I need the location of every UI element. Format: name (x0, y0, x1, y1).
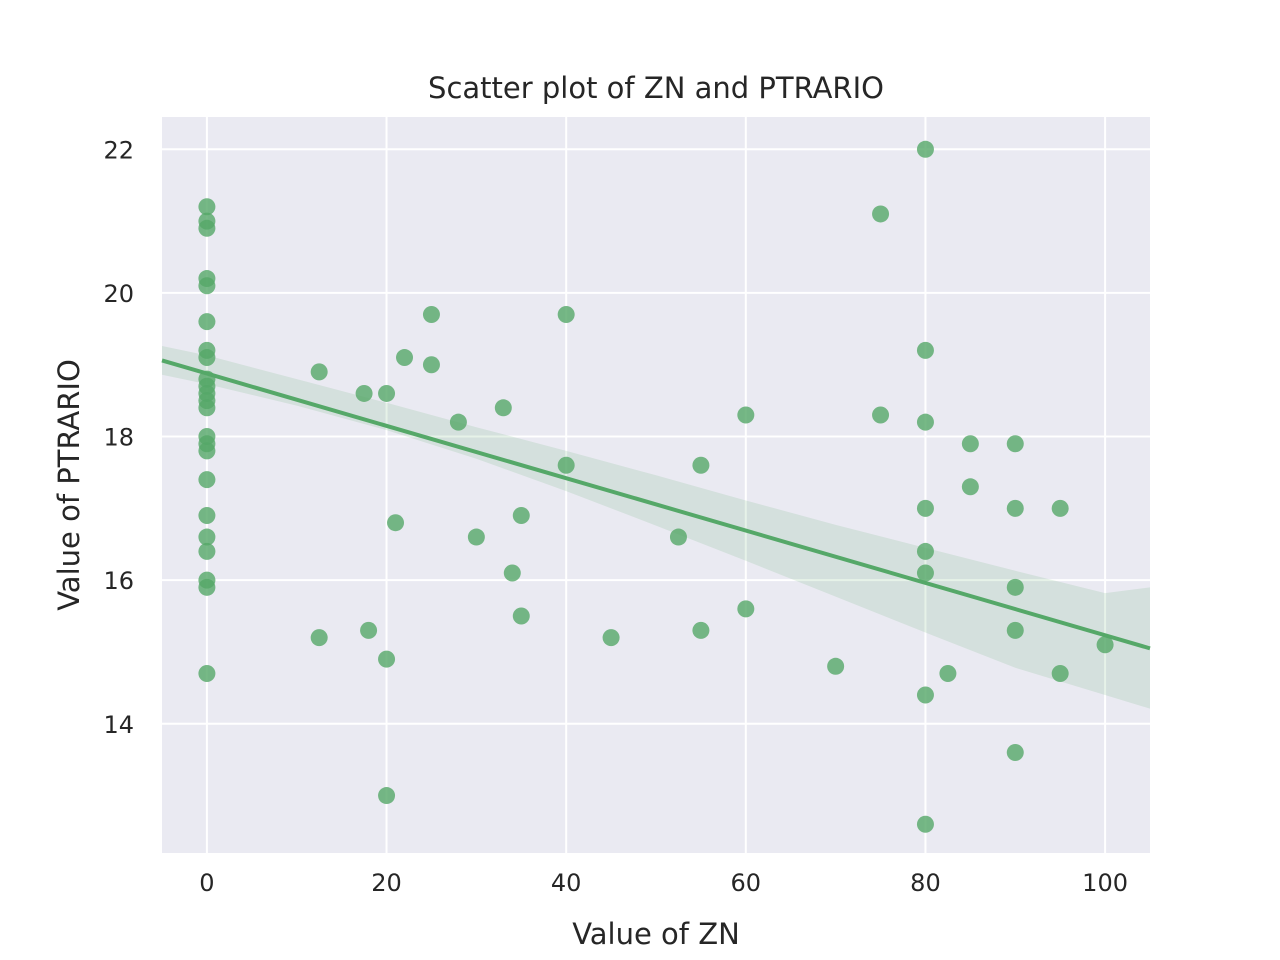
data-point (916, 542, 934, 560)
data-point (198, 471, 216, 489)
data-point (737, 600, 755, 618)
data-point (916, 140, 934, 158)
data-point (1051, 664, 1069, 682)
data-point (512, 607, 530, 625)
data-point (827, 657, 845, 675)
x-tick-label: 0 (199, 869, 214, 897)
data-point (198, 313, 216, 331)
data-point (1006, 435, 1024, 453)
x-tick-label: 20 (371, 869, 402, 897)
data-point (557, 305, 575, 323)
plot-area (161, 117, 1151, 853)
confidence-band (162, 346, 1150, 709)
data-point (198, 198, 216, 216)
data-point (961, 478, 979, 496)
data-point (422, 356, 440, 374)
data-point (198, 528, 216, 546)
data-point (512, 507, 530, 525)
x-axis-label: Value of ZN (572, 917, 740, 951)
data-point (669, 528, 687, 546)
regression-line-layer (161, 358, 1151, 651)
data-point (198, 664, 216, 682)
data-point (692, 456, 710, 474)
data-point (355, 384, 373, 402)
data-point (198, 219, 216, 237)
data-point (310, 629, 328, 647)
data-point (503, 564, 521, 582)
data-point (872, 205, 890, 223)
data-point (1006, 621, 1024, 639)
data-point (378, 787, 396, 805)
data-point (378, 384, 396, 402)
data-point (1096, 636, 1114, 654)
x-tick-labels: 0 20 40 60 80 100 (199, 869, 1128, 897)
data-point (1006, 578, 1024, 596)
data-point (939, 664, 957, 682)
data-point (360, 621, 378, 639)
data-point (422, 305, 440, 323)
data-point (494, 399, 512, 417)
data-point (737, 406, 755, 424)
data-point (916, 686, 934, 704)
data-point (378, 650, 396, 668)
y-tick-label: 18 (103, 424, 134, 452)
confidence-band-layer (162, 346, 1150, 709)
scatter-points (198, 140, 1114, 833)
data-point (198, 542, 216, 560)
data-point (916, 499, 934, 517)
data-point (467, 528, 485, 546)
x-tick-label: 80 (910, 869, 941, 897)
data-point (1006, 499, 1024, 517)
y-tick-label: 22 (103, 136, 134, 164)
regression-line (161, 358, 1151, 651)
data-point (310, 363, 328, 381)
data-point (916, 341, 934, 359)
data-point (449, 413, 467, 431)
data-point (198, 399, 216, 417)
y-tick-label: 16 (103, 567, 134, 595)
data-point (916, 413, 934, 431)
data-point (198, 277, 216, 295)
x-grid-lines (205, 117, 1107, 853)
data-point (198, 507, 216, 525)
data-point (916, 564, 934, 582)
chart-title: Scatter plot of ZN and PTRARIO (428, 71, 884, 105)
data-point (872, 406, 890, 424)
data-point (198, 578, 216, 596)
y-tick-label: 14 (103, 711, 134, 739)
data-point (602, 629, 620, 647)
data-point (1006, 743, 1024, 761)
data-point (961, 435, 979, 453)
x-tick-label: 100 (1082, 869, 1128, 897)
data-point (198, 442, 216, 460)
plot-background (162, 117, 1150, 853)
data-point (198, 349, 216, 367)
data-point (396, 349, 414, 367)
data-point (387, 514, 405, 532)
data-point (692, 621, 710, 639)
x-tick-label: 60 (731, 869, 762, 897)
data-point (557, 456, 575, 474)
y-grid-lines (162, 148, 1150, 725)
data-point (916, 815, 934, 833)
y-tick-labels: 14 16 18 20 22 (103, 136, 134, 738)
x-tick-label: 40 (551, 869, 582, 897)
data-point (1051, 499, 1069, 517)
y-tick-label: 20 (103, 280, 134, 308)
y-axis-label: Value of PTRARIO (52, 359, 86, 611)
